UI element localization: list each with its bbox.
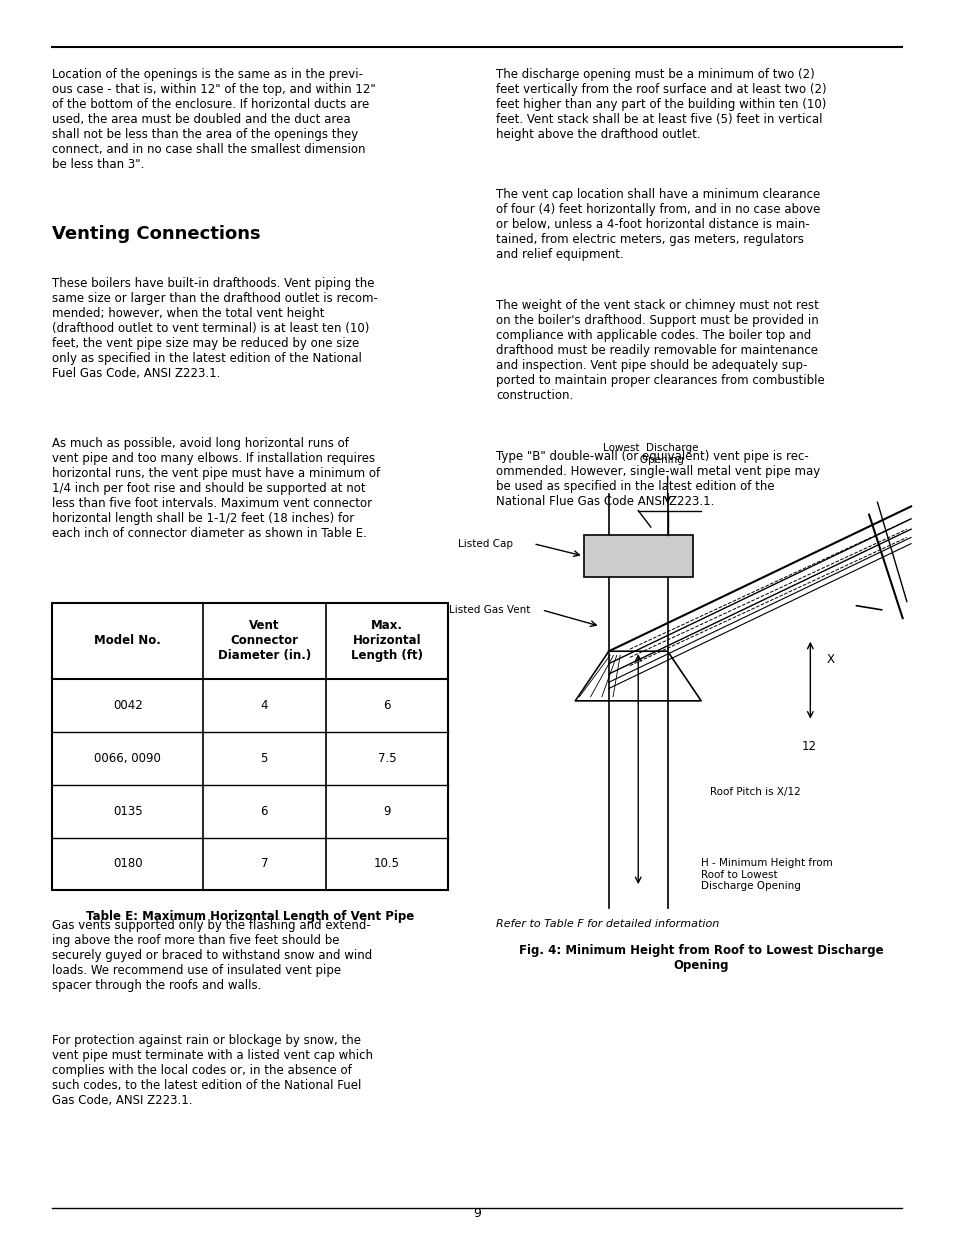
Text: H - Minimum Height from
Roof to Lowest
Discharge Opening: H - Minimum Height from Roof to Lowest D…	[700, 858, 832, 892]
Text: Refer to Table F for detailed information: Refer to Table F for detailed informatio…	[496, 919, 719, 929]
Text: These boilers have built-in drafthoods. Vent piping the
same size or larger than: These boilers have built-in drafthoods. …	[52, 277, 378, 379]
Text: Location of the openings is the same as in the previ-
ous case - that is, within: Location of the openings is the same as …	[52, 68, 375, 170]
Text: 6: 6	[260, 805, 268, 818]
Text: 12: 12	[801, 740, 816, 753]
Text: X: X	[826, 653, 834, 666]
Bar	[583, 536, 692, 577]
Text: Roof Pitch is X/12: Roof Pitch is X/12	[709, 787, 800, 797]
Text: The vent cap location shall have a minimum clearance
of four (4) feet horizontal: The vent cap location shall have a minim…	[496, 188, 820, 261]
Bar	[52, 603, 448, 890]
Text: Lowest  Discharge
       Opening: Lowest Discharge Opening	[602, 443, 698, 466]
Text: Fig. 4: Minimum Height from Roof to Lowest Discharge
Opening: Fig. 4: Minimum Height from Roof to Lowe…	[518, 944, 882, 972]
Text: 6: 6	[383, 699, 391, 711]
Text: The weight of the vent stack or chimney must not rest
on the boiler's drafthood.: The weight of the vent stack or chimney …	[496, 299, 824, 401]
Text: Gas vents supported only by the flashing and extend-
ing above the roof more tha: Gas vents supported only by the flashing…	[52, 919, 373, 992]
Text: 9: 9	[473, 1207, 480, 1220]
Text: Listed Cap: Listed Cap	[457, 538, 512, 548]
Text: For protection against rain or blockage by snow, the
vent pipe must terminate wi: For protection against rain or blockage …	[52, 1034, 373, 1107]
Text: Vent
Connector
Diameter (in.): Vent Connector Diameter (in.)	[217, 619, 311, 662]
Text: 4: 4	[260, 699, 268, 711]
Text: 7: 7	[260, 857, 268, 871]
Text: 10.5: 10.5	[374, 857, 399, 871]
Text: Model No.: Model No.	[94, 635, 161, 647]
Text: Table E: Maximum Horizontal Length of Vent Pipe: Table E: Maximum Horizontal Length of Ve…	[86, 910, 415, 924]
Text: Max.
Horizontal
Length (ft): Max. Horizontal Length (ft)	[351, 619, 422, 662]
Text: As much as possible, avoid long horizontal runs of
vent pipe and too many elbows: As much as possible, avoid long horizont…	[52, 437, 380, 540]
Text: 0135: 0135	[112, 805, 142, 818]
Text: Venting Connections: Venting Connections	[52, 225, 261, 243]
Text: Type "B" double-wall (or equivalent) vent pipe is rec-
ommended. However, single: Type "B" double-wall (or equivalent) ven…	[496, 450, 820, 508]
Text: 0180: 0180	[112, 857, 142, 871]
Text: 0042: 0042	[112, 699, 142, 711]
Text: 5: 5	[260, 752, 268, 764]
Text: 0066, 0090: 0066, 0090	[94, 752, 161, 764]
Text: The discharge opening must be a minimum of two (2)
feet vertically from the roof: The discharge opening must be a minimum …	[496, 68, 826, 141]
Text: 7.5: 7.5	[377, 752, 395, 764]
Text: Listed Gas Vent: Listed Gas Vent	[449, 605, 530, 615]
Text: 9: 9	[383, 805, 391, 818]
